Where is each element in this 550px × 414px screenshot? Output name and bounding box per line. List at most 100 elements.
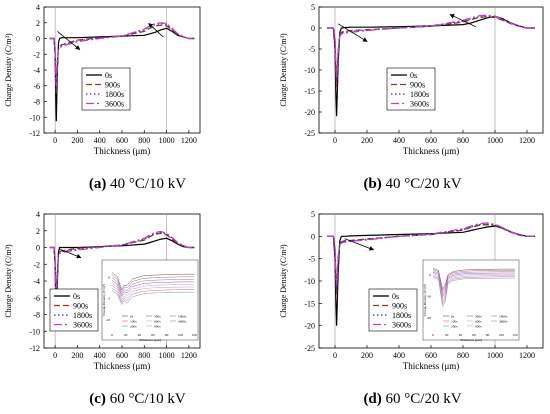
inset-curve-c-900s [111, 285, 194, 301]
caption-a: (a) 40 °C/10 kV [0, 176, 275, 193]
y-tick-label-a--10: -10 [29, 113, 40, 122]
legend-label-c-0s: 0s [73, 292, 80, 301]
inset-curve-c-3600s [111, 290, 194, 306]
panel-b: 0 200 400 600 800 1000 1200 -25 -20 -15 -10 -5 0 5 Thi… [275, 0, 550, 207]
legend-label-a-0s: 0s [105, 71, 112, 80]
y-tick-label-c--8: -8 [33, 311, 40, 320]
chart-a: 0 200 400 600 800 1000 1200 -12 -10 -8 -6 -4 -2 0 2 4 Th… [4, 3, 201, 156]
y-tick-label-b--15: -15 [304, 87, 315, 96]
y-tick-label-a--8: -8 [33, 98, 40, 107]
inset-legend-label-c-300s: 300s [154, 314, 161, 318]
x-tick-label-d-800: 800 [457, 351, 469, 360]
series-line-d-900s [327, 224, 535, 295]
caption-d: (d) 60 °C/20 kV [275, 391, 550, 408]
y-axis-label-b: Charge Density (C/m³) [279, 33, 288, 107]
y-tick-label-a--6: -6 [33, 82, 40, 91]
y-tick-label-c--12: -12 [29, 344, 40, 353]
x-tick-label-a-0: 0 [53, 136, 57, 145]
legend-label-b-3600s: 3600s [410, 100, 429, 109]
x-tick-label-d-400: 400 [393, 351, 405, 360]
trend-arrow-a-0 [57, 31, 81, 51]
y-tick-label-a--4: -4 [33, 66, 40, 75]
x-tick-label-b-200: 200 [361, 136, 373, 145]
y-tick-label-b--5: -5 [308, 45, 315, 54]
legend-label-c-900s: 900s [73, 302, 88, 311]
inset-curve-d-100s [432, 269, 515, 293]
x-tick-label-c-1200: 1200 [181, 351, 197, 360]
y-tick-label-a--2: -2 [33, 50, 40, 59]
inset-curve-d-200s [432, 270, 515, 296]
caption-text-d: 60 °C/20 kV [381, 391, 462, 407]
panel-d: 0 200 400 600 800 1000 1200 -25 -20 -15 -10 -5 0 5 Thi… [275, 207, 550, 414]
x-tick-label-d-0: 0 [333, 351, 337, 360]
x-tick-label-c-600: 600 [116, 351, 128, 360]
inset-legend-label-d-1800s: 1800s [499, 314, 508, 318]
y-tick-label-c--6: -6 [33, 294, 40, 303]
inset-x-tick-c-120: 120 [191, 333, 197, 337]
inset-x-tick-d-20: 20 [445, 333, 449, 337]
inset-curve-c-0s [111, 272, 194, 291]
x-tick-label-b-600: 600 [425, 136, 437, 145]
y-tick-label-c-2: 2 [36, 227, 40, 236]
inset-x-label-d: Thickness (μm) [460, 338, 483, 342]
y-tick-label-b-0: 0 [311, 24, 315, 33]
series-line-a-3600s [49, 22, 195, 86]
inset-legend-label-d-100s: 100s [451, 319, 458, 323]
x-axis-label-b: Thickness (μm) [403, 146, 460, 156]
inset-x-tick-d-100: 100 [499, 333, 505, 337]
y-tick-label-c--10: -10 [29, 327, 40, 336]
series-line-a-0s [49, 27, 195, 122]
inset-legend-label-d-0s: 0s [451, 314, 455, 318]
x-tick-label-b-1000: 1000 [487, 136, 503, 145]
inset-legend-label-d-600s: 600s [475, 319, 482, 323]
legend-label-a-1800s: 1800s [105, 90, 124, 99]
inset-legend-label-d-3600s: 3600s [499, 319, 508, 323]
inset-frame-c [101, 259, 199, 341]
inset-curve-c-100s [111, 274, 194, 293]
caption-b: (b) 40 °C/20 kV [275, 176, 550, 193]
y-axis-label-c: Charge Density (C/m³) [4, 244, 13, 318]
inset-y-tick-d--20: -20 [426, 316, 431, 320]
legend-label-b-900s: 900s [410, 81, 425, 90]
inset-legend-label-c-100s: 100s [130, 319, 137, 323]
inset-curve-d-3600s [432, 276, 515, 308]
inset-legend-label-c-600s: 600s [154, 319, 161, 323]
x-axis-label-c: Thickness (μm) [94, 361, 151, 371]
inset-x-tick-c-100: 100 [178, 333, 184, 337]
x-tick-label-d-1000: 1000 [487, 351, 503, 360]
chart-d: 0 200 400 600 800 1000 1200-25-20-15-10-505Thi… [279, 210, 544, 371]
inset-legend-label-d-300s: 300s [475, 314, 482, 318]
legend-label-a-900s: 900s [105, 81, 120, 90]
y-tick-label-c-4: 4 [36, 210, 40, 219]
inset-legend-label-c-900s: 900s [154, 324, 161, 328]
inset-curve-c-200s [111, 277, 194, 295]
x-tick-label-b-800: 800 [457, 136, 469, 145]
trend-arrow-a-1 [148, 22, 164, 38]
x-tick-label-c-0: 0 [53, 351, 57, 360]
inset-curve-d-600s [432, 273, 515, 300]
inset-y-tick-d-0: 0 [429, 273, 431, 277]
inset-y-tick-c--10: -10 [105, 318, 110, 322]
trend-arrow-c-0 [59, 248, 82, 259]
y-tick-label-b--10: -10 [304, 66, 315, 75]
inset-legend-label-d-200s: 200s [451, 324, 458, 328]
series-line-d-3600s [327, 222, 535, 286]
legend-label-d-0s: 0s [392, 292, 399, 301]
x-tick-label-d-200: 200 [361, 351, 373, 360]
inset-curve-d-0s [432, 268, 515, 291]
inset-curve-c-300s [111, 280, 194, 297]
x-tick-label-a-800: 800 [138, 136, 150, 145]
y-axis-label-d: Charge Density (C/m³) [279, 244, 288, 318]
y-tick-label-d--5: -5 [308, 255, 315, 264]
inset-y-tick-c--5: -5 [107, 297, 110, 301]
y-tick-label-d--25: -25 [304, 344, 315, 353]
inset-x-label-c: Thickness (μm) [139, 338, 162, 342]
inset-y-label-c: Charge Density (C/m³) [102, 283, 106, 316]
x-tick-label-b-400: 400 [393, 136, 405, 145]
inset-x-tick-d-0: 0 [432, 333, 434, 337]
caption-label-d: (d) [363, 391, 382, 407]
y-tick-label-a--12: -12 [29, 129, 40, 138]
chart-b: 0 200 400 600 800 1000 1200 -25 -20 -15 -10 -5 0 5 Thi… [279, 3, 544, 156]
caption-text-c: 60 °C/10 kV [105, 391, 186, 407]
caption-label-a: (a) [88, 176, 107, 192]
